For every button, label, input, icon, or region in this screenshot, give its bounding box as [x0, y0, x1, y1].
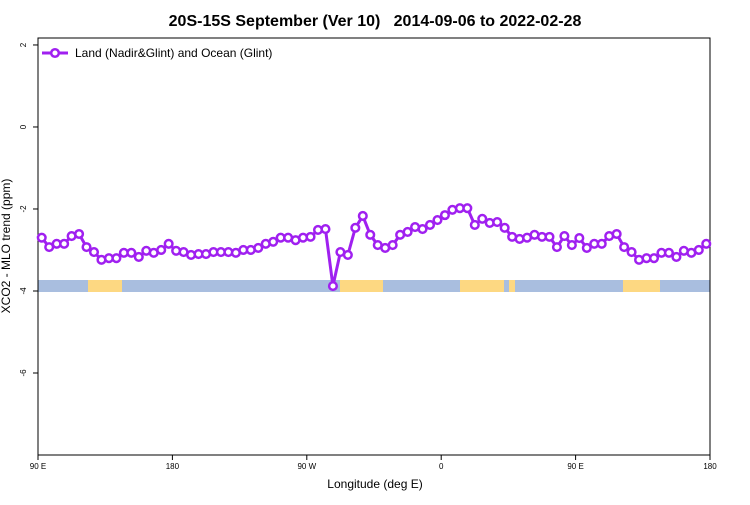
chart-title: 20S-15S September (Ver 10) 2014-09-06 to…	[169, 13, 582, 30]
point	[701, 238, 712, 249]
point	[253, 242, 264, 253]
point	[619, 242, 630, 253]
point	[596, 238, 607, 249]
point	[693, 244, 704, 256]
point	[111, 253, 122, 264]
point	[305, 231, 316, 242]
point	[544, 231, 555, 242]
point	[74, 228, 85, 240]
land-band	[340, 280, 383, 292]
point	[268, 236, 279, 247]
point	[469, 219, 480, 231]
point	[492, 217, 503, 228]
point	[462, 203, 473, 214]
point	[387, 240, 398, 251]
land-band	[623, 280, 660, 292]
point	[648, 253, 660, 264]
y-tick-label: -4	[19, 287, 28, 295]
point	[417, 224, 428, 235]
point	[663, 247, 674, 258]
point	[59, 238, 70, 249]
point	[432, 215, 443, 226]
point	[350, 222, 361, 233]
point	[320, 224, 331, 235]
point	[126, 247, 137, 258]
point	[163, 238, 174, 249]
point	[574, 233, 585, 244]
land-band	[460, 280, 504, 292]
point	[551, 242, 562, 253]
point	[559, 230, 570, 242]
y-tick-label: 0	[19, 124, 28, 129]
point	[81, 242, 92, 253]
point	[327, 281, 338, 292]
land-band	[88, 280, 122, 292]
point	[36, 232, 47, 243]
x-tick-label: 90 E	[30, 462, 46, 471]
point	[671, 251, 682, 263]
legend-label: Land (Nadir&Glint) and Ocean (Glint)	[75, 46, 272, 60]
y-tick-label: 2	[19, 42, 28, 47]
point	[566, 240, 577, 251]
y-axis-label: XCO2 - MLO trend (ppm)	[0, 179, 13, 314]
point	[499, 222, 510, 233]
point	[439, 210, 450, 221]
point	[626, 246, 637, 258]
x-axis-label: Longitude (deg E)	[327, 477, 422, 491]
land-band	[509, 280, 515, 292]
point	[402, 226, 413, 237]
point	[581, 242, 592, 253]
x-tick-label: 180	[166, 462, 180, 471]
point	[365, 229, 376, 240]
point	[357, 210, 368, 222]
point	[477, 213, 488, 224]
point	[611, 228, 622, 240]
legend-marker	[49, 47, 61, 59]
x-tick-label: 0	[439, 462, 444, 471]
x-tick-label: 180	[703, 462, 717, 471]
y-tick-label: -2	[19, 205, 28, 213]
point	[342, 249, 353, 260]
point	[88, 246, 100, 258]
surface-mask	[38, 280, 710, 292]
point	[133, 251, 144, 263]
y-tick-label: -6	[19, 369, 28, 377]
point	[156, 244, 167, 256]
x-tick-label: 90 W	[297, 462, 316, 471]
point	[424, 219, 436, 231]
x-tick-label: 90 E	[567, 462, 583, 471]
